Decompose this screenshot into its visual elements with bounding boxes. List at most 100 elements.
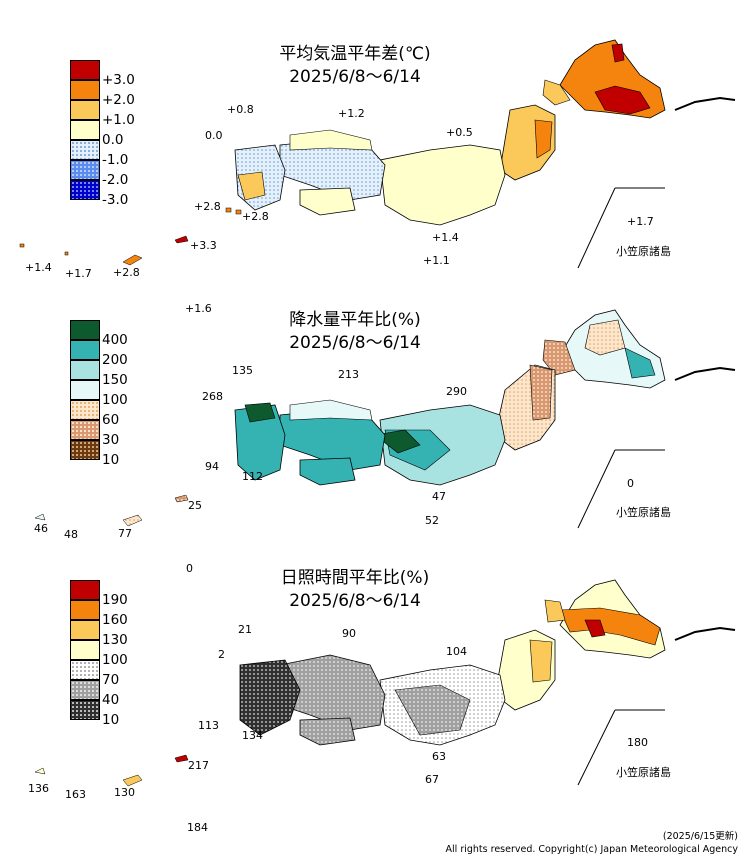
inset-border [577,709,616,786]
chugoku-north [289,129,373,151]
hokkaido-south-dry [542,339,576,376]
legend-swatch [70,400,100,420]
station-value: 112 [242,470,263,483]
copyright: All rights reserved. Copyright(c) Japan … [445,844,738,855]
inset-border [577,187,616,269]
legend-swatch [70,60,100,80]
legend-swatch [70,640,100,660]
legend-label: -3.0 [102,192,129,208]
legend-label: -1.0 [102,152,129,168]
legend-swatch [70,80,100,100]
chugoku-north [289,399,373,421]
station-value: 104 [446,645,467,658]
station-value: +1.4 [432,231,459,244]
station-value: 0 [627,477,634,490]
station-value: 63 [432,750,446,763]
ogasawara-label: 小笠原諸島 [616,506,671,519]
temperature-map [19,39,736,269]
kinki-heavy [374,429,421,454]
island [122,514,143,527]
map-title: 平均気温平年差(℃) [279,44,431,64]
station-value: +1.1 [423,254,450,267]
kyushu-south [237,171,266,201]
hokkaido-east-wet [624,347,656,379]
legend-swatch [70,180,100,200]
legend-label: 70 [102,672,120,688]
legend-label: 400 [102,332,128,348]
legend-swatch [70,140,100,160]
map-title: 降水量平年比(%) [289,310,421,330]
precipitation-map [34,309,736,529]
island [225,207,232,213]
legend-label: 200 [102,352,128,368]
hokkaido-south-sunny [559,607,661,646]
station-value: +2.8 [194,200,221,213]
kyushu-region [234,404,286,481]
legend-label: 0.0 [102,132,124,148]
map-period: 2025/6/8～6/14 [289,67,421,87]
central-cloudy [394,684,471,736]
island [122,774,143,787]
station-value: 25 [188,499,202,512]
legend-label: 30 [102,432,120,448]
update-date: (2025/6/15更新) [662,831,738,842]
tohoku-east [529,639,553,683]
legend-label: +3.0 [102,72,135,88]
station-value: +3.3 [190,239,217,252]
legend-swatch [70,340,100,360]
legend-swatch [70,100,100,120]
inset-border [577,449,616,529]
legend-label: 100 [102,392,128,408]
hokkaido-north-hot [611,43,625,63]
hokkaido-east-hot [594,85,651,115]
legend-swatch [70,660,100,680]
station-value: 46 [34,522,48,535]
legend-label: 40 [102,692,120,708]
station-value: +1.6 [185,302,212,315]
station-value: +1.7 [65,267,92,280]
sunshine-map [34,579,736,787]
station-value: +1.4 [25,261,52,274]
legend-label: 160 [102,612,128,628]
station-value: 77 [118,527,132,540]
legend-label: 10 [102,712,120,728]
station-value: +0.8 [227,103,254,116]
island [235,209,242,215]
kyushu-north-heavy [244,402,276,423]
station-value: +2.8 [242,210,269,223]
hokkaido-dots [584,319,626,356]
shikoku-region [299,457,356,486]
legend-label: -2.0 [102,172,129,188]
legend-label: 10 [102,452,120,468]
legend-swatch [70,160,100,180]
station-value: 48 [64,528,78,541]
legend-label: 60 [102,412,120,428]
station-value: 130 [114,786,135,799]
station-value: +2.8 [113,266,140,279]
legend-swatch [70,120,100,140]
legend-swatch [70,440,100,460]
legend-label: 130 [102,632,128,648]
station-value: 52 [425,514,439,527]
legend-label: 150 [102,372,128,388]
kanto-chubu-region [379,144,506,226]
station-value: 135 [232,364,253,377]
station-value: 21 [238,623,252,636]
island [34,513,46,521]
legend-swatch [70,360,100,380]
legend-label: +2.0 [102,92,135,108]
kyushu-region [239,659,301,736]
precipitation-panel: 降水量平年比(%) 2025/6/8～6/14 400 200 150 100 … [0,270,750,575]
legend-swatch [70,600,100,620]
legend-swatch [70,700,100,720]
station-value: 290 [446,385,467,398]
island [174,754,189,763]
ogasawara-label: 小笠原諸島 [616,766,671,779]
map-period: 2025/6/8～6/14 [289,333,421,353]
station-value: 94 [205,460,219,473]
island [174,494,189,503]
hokkaido-south [542,79,571,106]
tohoku-east-dry [529,364,553,421]
legend-label: +1.0 [102,112,135,128]
station-value: +1.2 [338,107,365,120]
